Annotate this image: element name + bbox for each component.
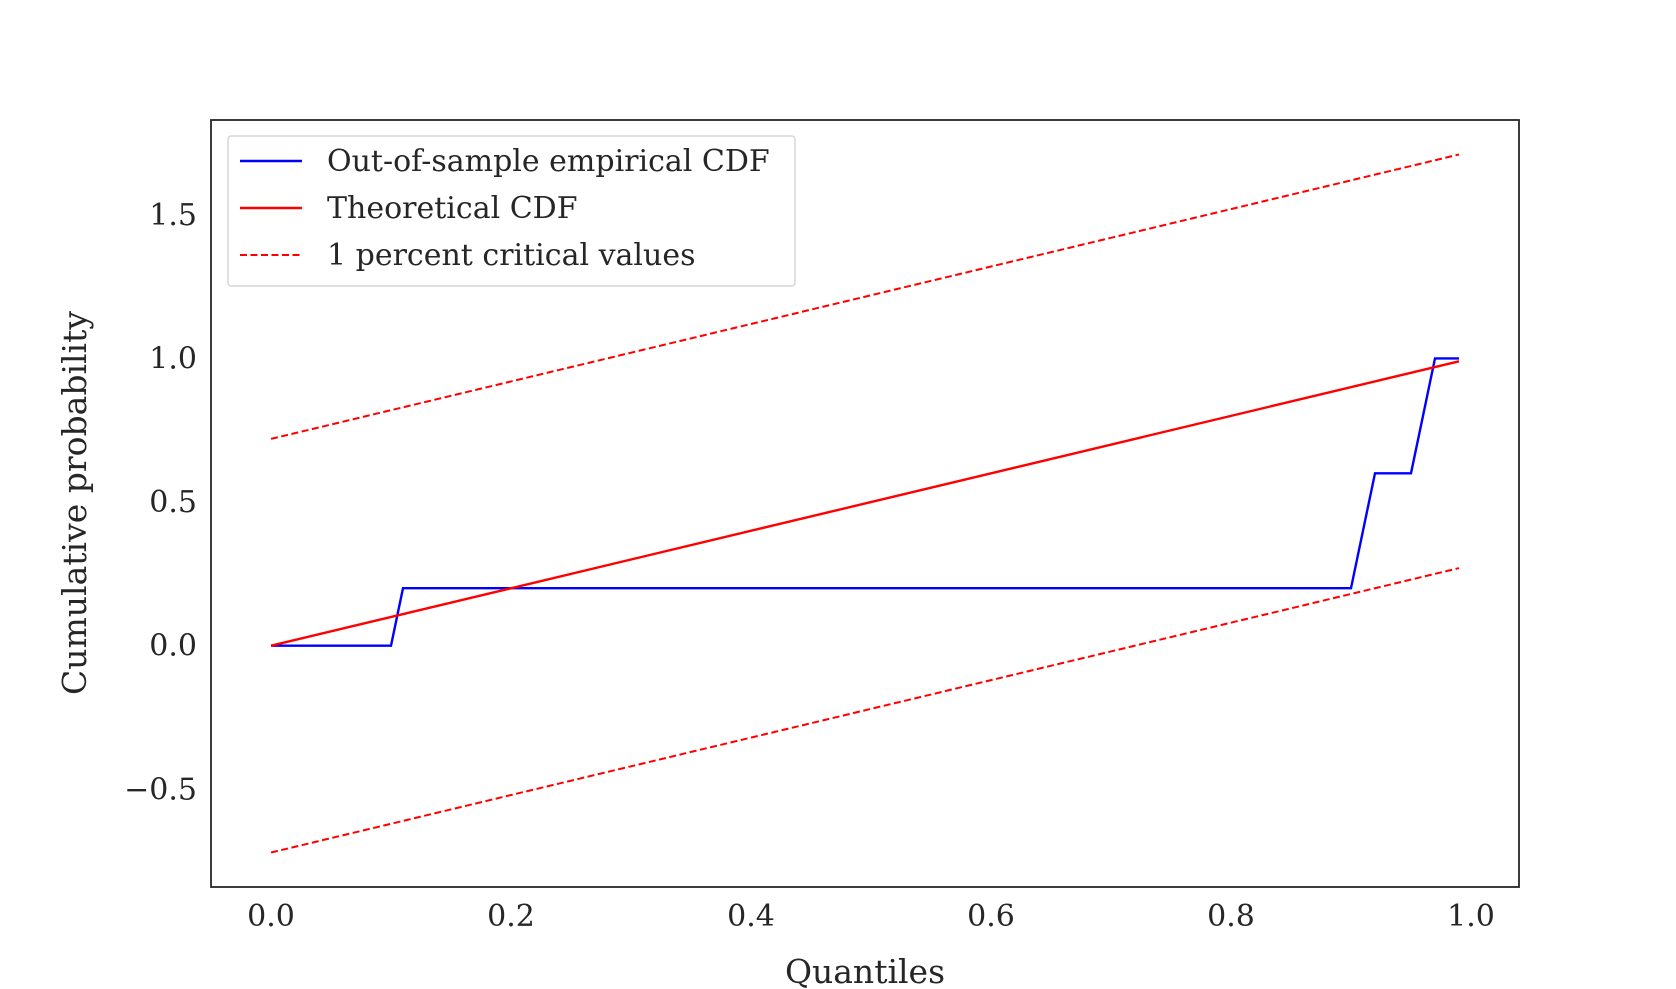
x-tick-label: 0.0 (247, 899, 295, 934)
y-tick-label: 1.5 (149, 198, 197, 233)
legend: Out-of-sample empirical CDF Theoretical C… (227, 135, 796, 287)
x-tick-label: 1.0 (1447, 899, 1495, 934)
plot-frame (210, 119, 1520, 888)
legend-label: 1 percent critical values (327, 238, 696, 273)
y-tick-label: 0.5 (149, 485, 197, 520)
y-axis-label: Cumulative probability (55, 311, 94, 695)
series-line-2 (270, 360, 1460, 647)
x-tick-label: 0.2 (487, 899, 535, 934)
y-tick-label: 0.0 (149, 629, 197, 664)
x-axis-ticks: 0.0 0.2 0.4 0.6 0.8 1.0 (247, 899, 1495, 934)
legend-box (227, 135, 796, 287)
series-line-4 (270, 567, 1460, 854)
y-tick-label: −0.5 (124, 772, 197, 807)
series-layer (270, 153, 1460, 854)
x-tick-label: 0.8 (1207, 899, 1255, 934)
x-tick-label: 0.6 (967, 899, 1015, 934)
x-axis-label: Quantiles (785, 952, 945, 989)
legend-label: Out-of-sample empirical CDF (327, 144, 770, 179)
legend-label: Theoretical CDF (327, 191, 578, 226)
y-tick-label: 1.0 (149, 341, 197, 376)
series-line-1 (271, 357, 1459, 647)
y-axis-ticks: −0.5 0.0 0.5 1.0 1.5 (124, 198, 197, 808)
x-tick-label: 0.4 (727, 899, 775, 934)
series-line-3 (270, 153, 1460, 440)
